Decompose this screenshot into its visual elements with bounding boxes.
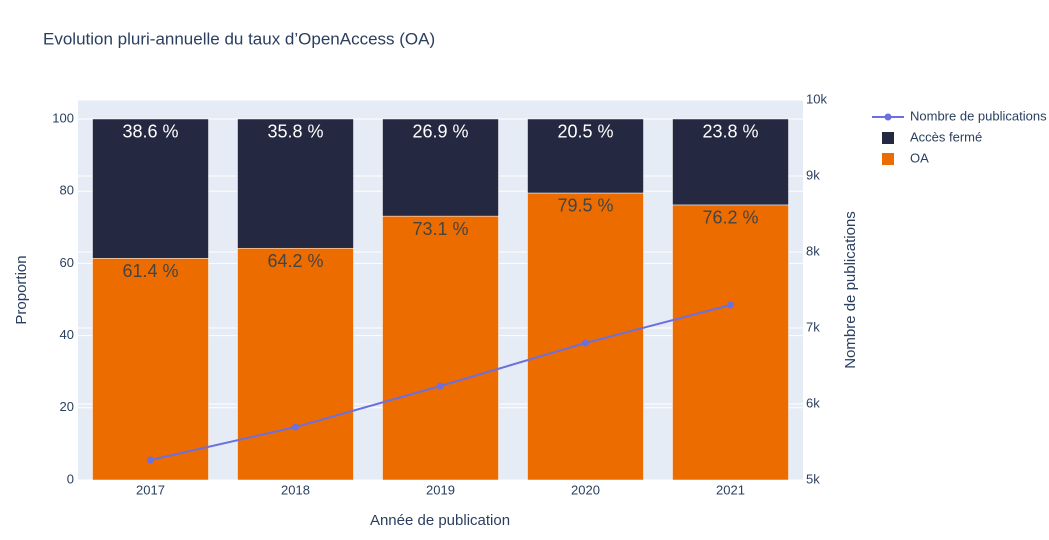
x-tick-label: 2019 (426, 482, 455, 497)
y-tick-label: 60 (60, 255, 74, 270)
x-tick-label: 2020 (571, 482, 600, 497)
x-axis-title: Année de publication (370, 512, 510, 529)
line-point (147, 456, 154, 464)
bar (382, 215, 499, 481)
bar-value-label: 35.8 % (267, 122, 323, 142)
line-point (292, 423, 299, 431)
bar-value-label: 64.2 % (267, 251, 323, 271)
bar-value-label: 79.5 % (557, 196, 613, 216)
bar-value-label: 23.8 % (702, 122, 758, 142)
y-tick-label: 80 (60, 183, 74, 198)
y2-tick-label: 7k (806, 319, 820, 334)
legend-swatch (882, 132, 894, 144)
y-tick-label: 0 (67, 471, 74, 486)
chart-title: Evolution pluri-annuelle du taux d’OpenA… (43, 29, 435, 48)
y-axis-title: Proportion (13, 255, 30, 324)
bar (382, 118, 499, 217)
bar (237, 247, 354, 481)
y2-tick-label: 6k (806, 395, 820, 410)
legend-label: OA (910, 150, 929, 165)
bar-value-label: 38.6 % (122, 122, 178, 142)
legend-swatch (882, 153, 894, 165)
bar-value-label: 73.1 % (412, 219, 468, 239)
bar-value-label: 61.4 % (122, 261, 178, 281)
x-tick-label: 2017 (136, 482, 165, 497)
y-tick-label: 20 (60, 399, 74, 414)
bar (237, 118, 354, 249)
bar (92, 118, 209, 259)
x-tick-label: 2021 (716, 482, 745, 497)
line-point (582, 339, 589, 347)
legend-label: Accès fermé (910, 129, 982, 144)
y-tick-label: 40 (60, 327, 74, 342)
legend-marker (884, 113, 892, 121)
y2-tick-label: 10k (806, 91, 827, 106)
x-tick-label: 2018 (281, 482, 310, 497)
bar (672, 118, 789, 206)
line-point (727, 301, 734, 309)
bar (527, 118, 644, 194)
bar (672, 204, 789, 481)
bar (527, 192, 644, 481)
line-point (437, 382, 444, 390)
y2-axis-title: Nombre de publications (842, 211, 859, 369)
y2-tick-label: 5k (806, 471, 820, 486)
bar-value-label: 20.5 % (557, 122, 613, 142)
y2-tick-label: 8k (806, 243, 820, 258)
legend-label: Nombre de publications (910, 108, 1047, 123)
y2-tick-label: 9k (806, 167, 820, 182)
y-tick-label: 100 (52, 110, 74, 125)
bar (92, 258, 209, 481)
bar-value-label: 26.9 % (412, 122, 468, 142)
bar-value-label: 76.2 % (702, 208, 758, 228)
